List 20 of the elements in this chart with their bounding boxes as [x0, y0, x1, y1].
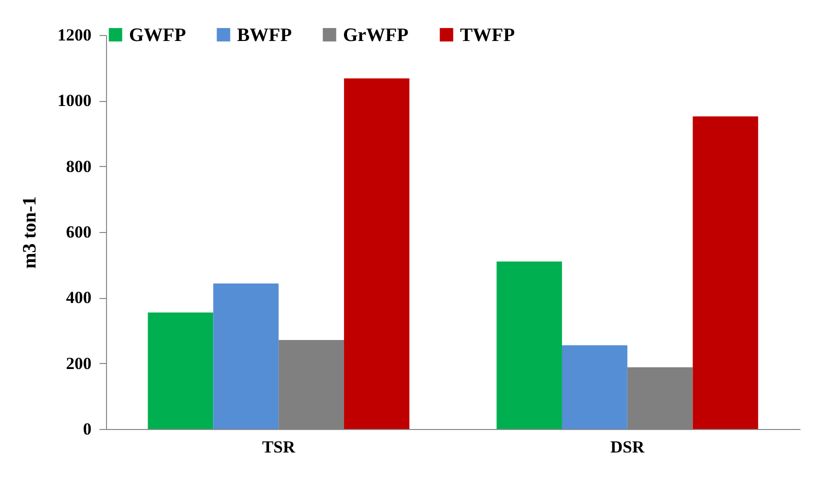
legend-label: BWFP: [237, 24, 292, 46]
legend-label: TWFP: [460, 24, 516, 46]
y-tick-label: 1000: [58, 91, 92, 110]
legend-label: GWFP: [129, 24, 186, 46]
x-tick-label: DSR: [610, 438, 646, 456]
bar: [344, 78, 410, 429]
bar: [496, 262, 562, 429]
x-tick-label: TSR: [262, 438, 296, 456]
bar: [692, 116, 758, 429]
y-tick-label: 1200: [58, 26, 92, 44]
bar: [562, 345, 628, 429]
y-tick-label: 400: [66, 288, 92, 308]
bar: [148, 312, 214, 429]
y-tick-label: 200: [66, 354, 92, 373]
legend-label: GrWFP: [343, 24, 409, 46]
y-tick-label: 800: [66, 156, 92, 176]
y-tick-label: 600: [66, 222, 92, 242]
y-axis-title: m3 ton-1: [20, 196, 40, 269]
bar: [213, 284, 279, 429]
y-tick-label: 0: [83, 420, 92, 438]
